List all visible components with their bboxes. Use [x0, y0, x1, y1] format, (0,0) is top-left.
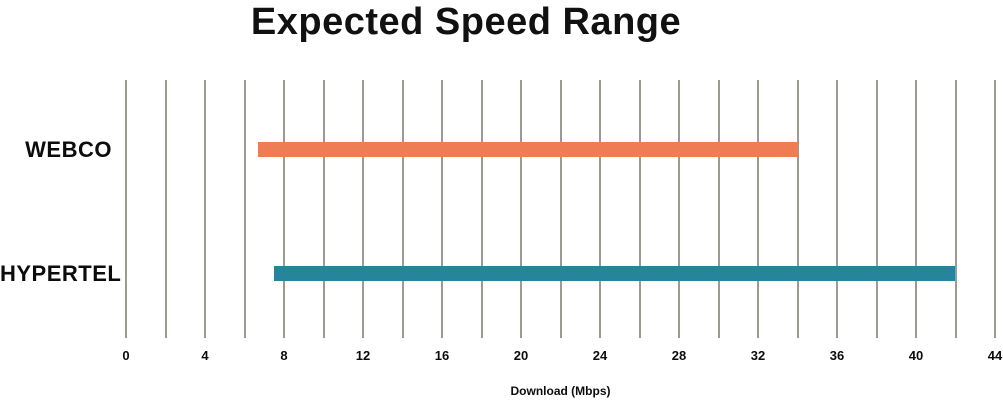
gridline — [402, 80, 404, 338]
gridline — [915, 80, 917, 338]
gridline — [362, 80, 364, 338]
gridline — [876, 80, 878, 338]
gridline — [125, 80, 127, 338]
gridline — [678, 80, 680, 338]
range-bar-webco — [258, 142, 798, 157]
gridline — [639, 80, 641, 338]
x-tick-label: 4 — [201, 348, 209, 363]
gridline — [560, 80, 562, 338]
chart-title: Expected Speed Range — [250, 1, 682, 43]
gridline — [165, 80, 167, 338]
category-label-webco: WEBCO — [25, 137, 112, 162]
category-labels: WEBCO HYPERTEL — [0, 0, 122, 405]
gridline — [520, 80, 522, 338]
gridline — [994, 80, 996, 338]
x-tick-label: 28 — [671, 348, 687, 363]
gridline — [955, 80, 957, 338]
gridline — [441, 80, 443, 338]
x-tick-label: 36 — [829, 348, 845, 363]
gridline — [797, 80, 799, 338]
gridline — [204, 80, 206, 338]
x-tick-label: 40 — [908, 348, 924, 363]
x-tick-label: 12 — [355, 348, 371, 363]
x-tick-labels: 0 4 8 12 16 20 24 28 32 36 40 44 — [122, 348, 1002, 364]
gridline — [599, 80, 601, 338]
x-tick-label: 44 — [987, 348, 1003, 363]
x-tick-label: 0 — [122, 348, 130, 363]
x-axis-label: Download (Mbps) — [510, 384, 611, 398]
x-tick-label: 20 — [513, 348, 529, 363]
gridline — [323, 80, 325, 338]
x-tick-label: 24 — [592, 348, 608, 363]
category-label-hypertel: HYPERTEL — [0, 261, 122, 286]
gridline — [718, 80, 720, 338]
gridline — [757, 80, 759, 338]
gridline — [481, 80, 483, 338]
x-tick-label: 8 — [280, 348, 288, 363]
x-tick-label: 16 — [434, 348, 450, 363]
x-tick-label: 32 — [750, 348, 766, 363]
gridline — [283, 80, 285, 338]
range-bar-hypertel — [274, 266, 956, 281]
plot-area — [125, 80, 996, 338]
gridline — [836, 80, 838, 338]
gridline — [244, 80, 246, 338]
